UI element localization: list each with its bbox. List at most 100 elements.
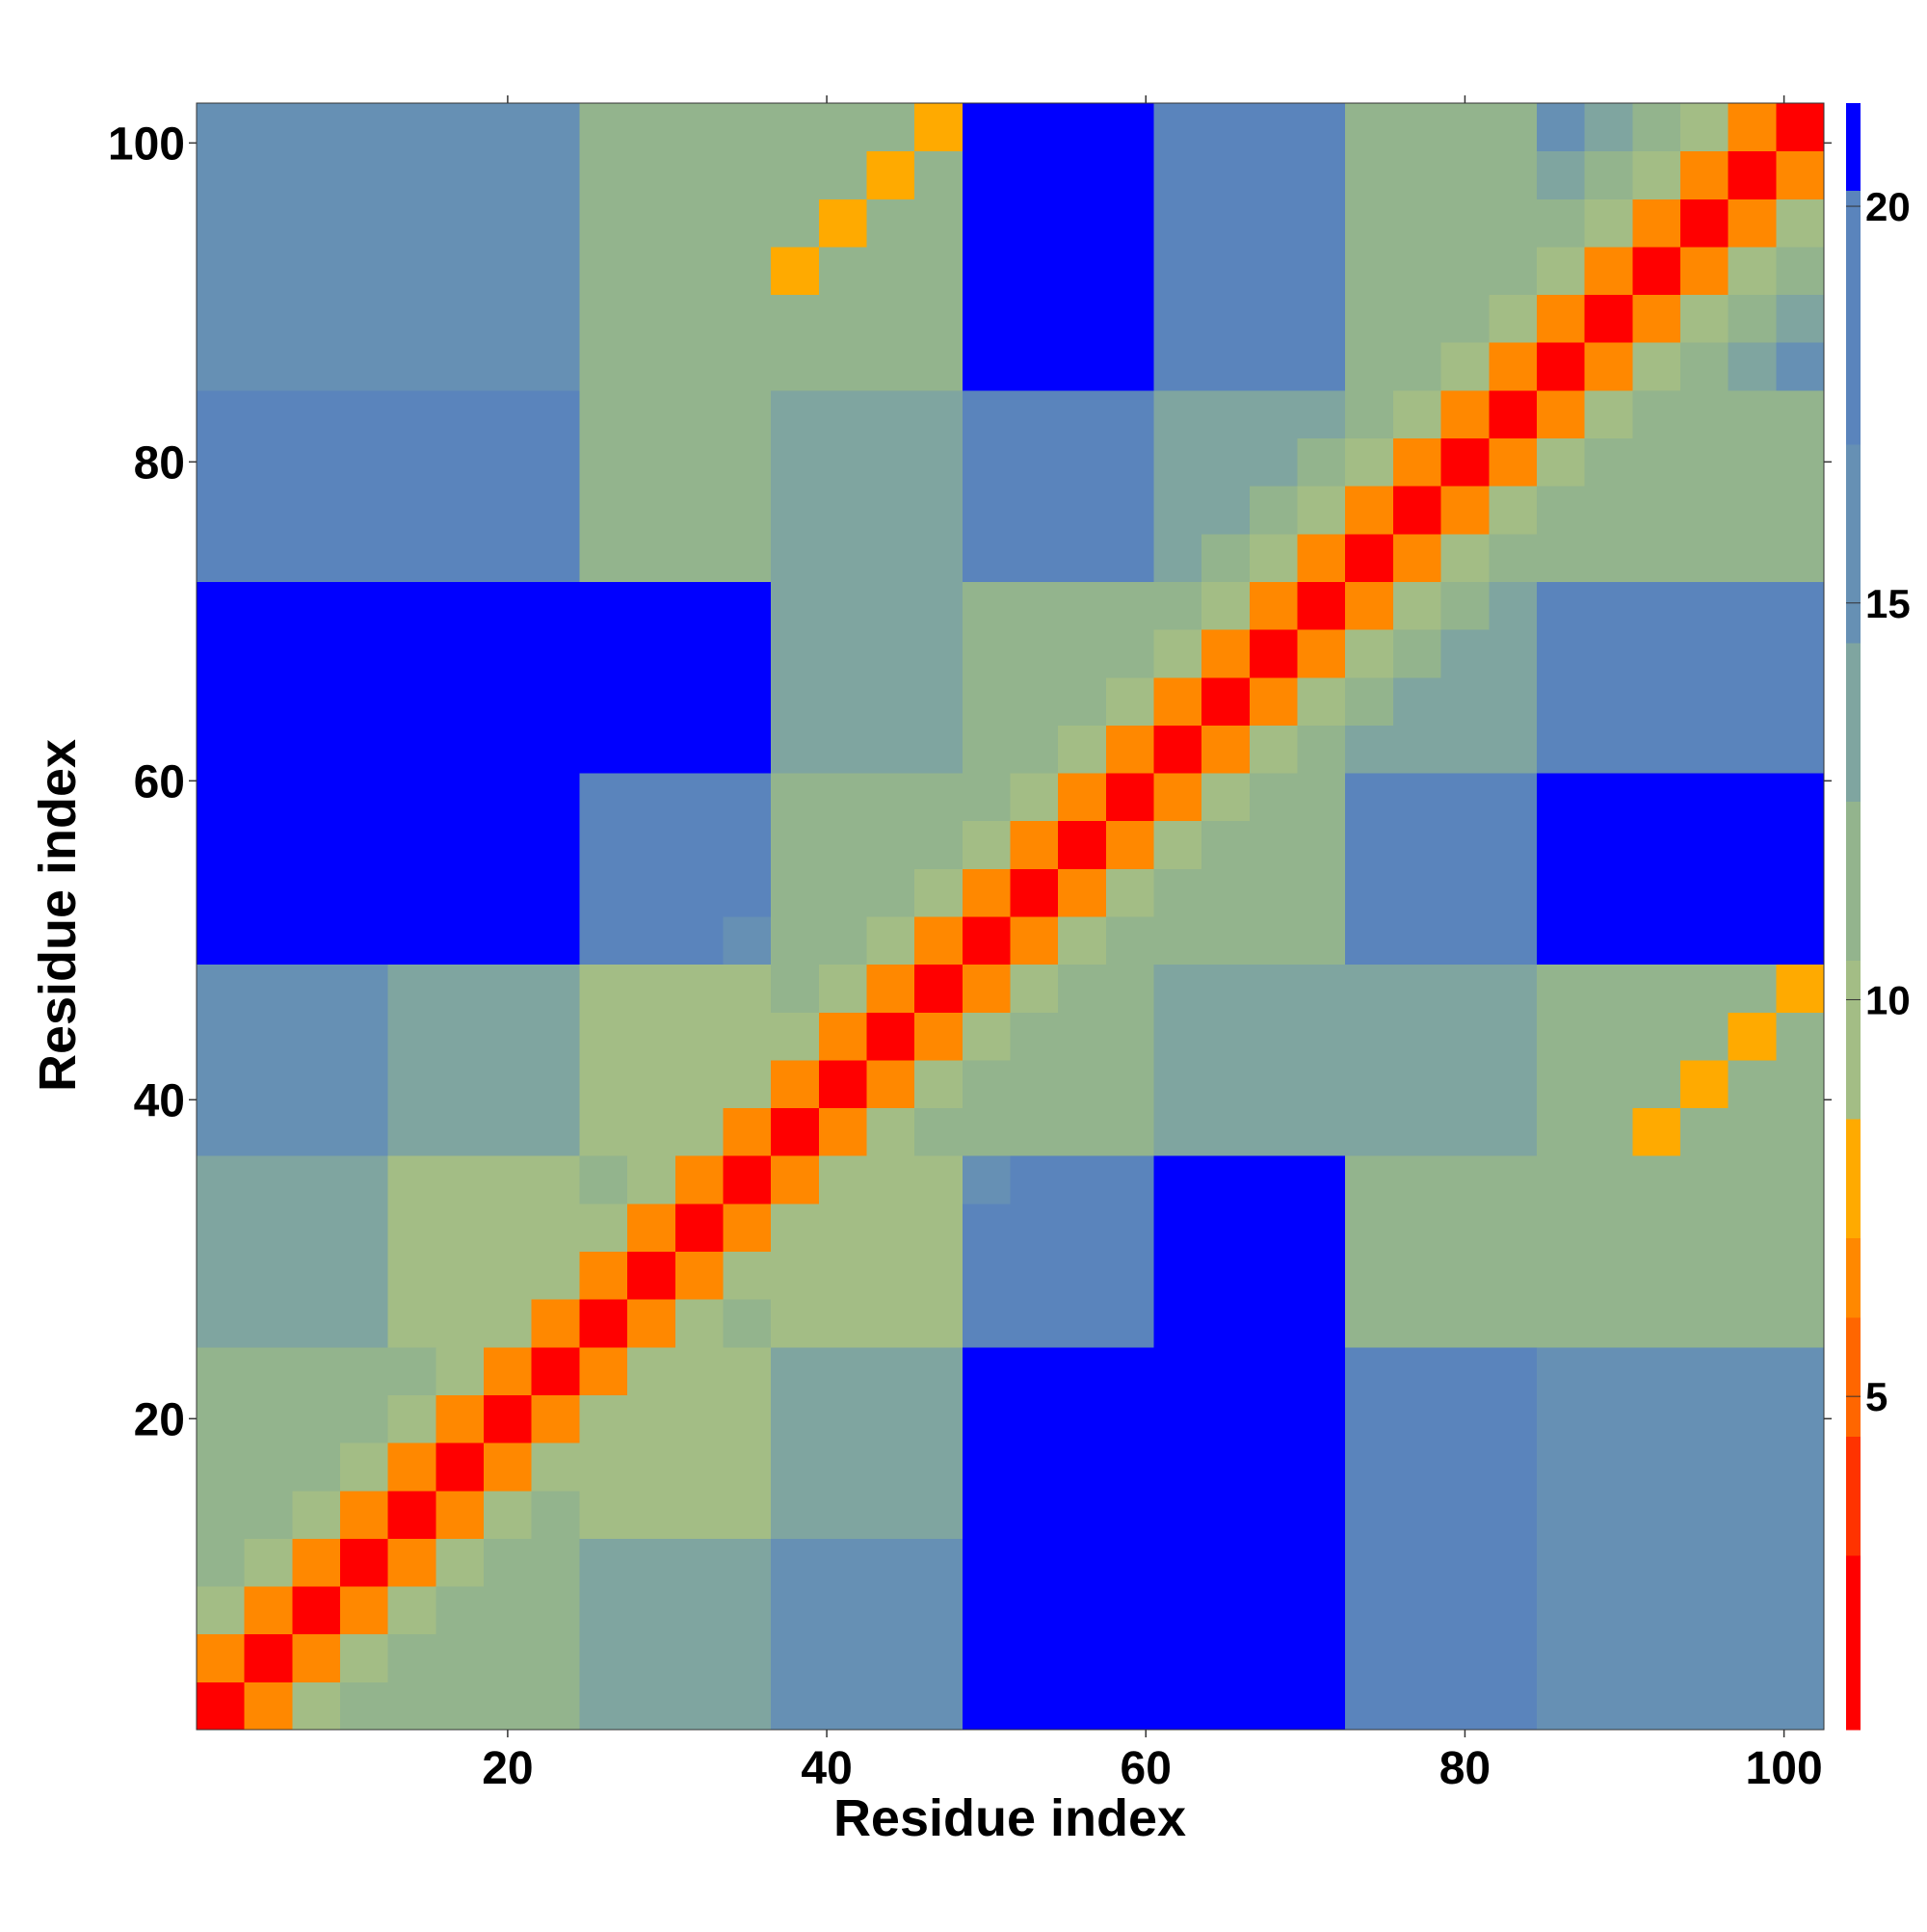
- colorbar-segment: [1846, 1316, 1861, 1437]
- heatmap-cell: [579, 964, 628, 1013]
- heatmap-cell: [1010, 1155, 1059, 1204]
- heatmap-cell: [627, 246, 676, 296]
- heatmap-cell: [436, 437, 485, 487]
- heatmap-cell: [1249, 1203, 1299, 1253]
- heatmap-cell: [197, 342, 246, 391]
- heatmap-cell: [914, 294, 964, 343]
- heatmap-cell: [531, 725, 580, 774]
- heatmap-cell: [1728, 1394, 1777, 1443]
- heatmap-cell: [818, 1346, 867, 1395]
- heatmap-cell: [1153, 103, 1202, 152]
- heatmap-cell: [962, 533, 1011, 582]
- heatmap-cell: [1536, 150, 1586, 199]
- heatmap-cell: [1489, 629, 1538, 678]
- heatmap-cell: [244, 342, 293, 391]
- heatmap-cell: [627, 868, 676, 917]
- heatmap-cell: [723, 964, 772, 1013]
- heatmap-cell: [1728, 533, 1777, 582]
- heatmap-cell: [387, 389, 436, 439]
- heatmap-cell: [866, 581, 915, 630]
- heatmap-cell: [531, 1299, 580, 1348]
- heatmap-cell: [1728, 437, 1777, 487]
- heatmap-cell: [962, 1203, 1011, 1253]
- heatmap-cell: [531, 1203, 580, 1253]
- heatmap-cell: [1536, 437, 1586, 487]
- heatmap-cell: [1392, 1442, 1442, 1492]
- heatmap-cell: [579, 486, 628, 535]
- heatmap-cell: [1536, 676, 1586, 726]
- heatmap-cell: [1345, 437, 1394, 487]
- heatmap-cell: [197, 1681, 246, 1731]
- heatmap-cell: [723, 1490, 772, 1539]
- heatmap-cell: [962, 1012, 1011, 1061]
- heatmap-cell: [1249, 964, 1299, 1013]
- x-tick-label: 40: [801, 1743, 852, 1794]
- heatmap-cell: [484, 1681, 533, 1731]
- heatmap-cell: [723, 1012, 772, 1061]
- heatmap-cell: [1632, 294, 1681, 343]
- heatmap-cell: [244, 773, 293, 822]
- heatmap-cell: [1536, 1586, 1586, 1635]
- heatmap-cell: [962, 150, 1011, 199]
- heatmap-cell: [914, 964, 964, 1013]
- heatmap-cell: [962, 1394, 1011, 1443]
- heatmap-cell: [723, 916, 772, 966]
- heatmap-cell: [1297, 150, 1346, 199]
- heatmap-cell: [1679, 773, 1729, 822]
- heatmap-cell: [436, 1155, 485, 1204]
- heatmap-cell: [1679, 486, 1729, 535]
- heatmap-cell: [1392, 1394, 1442, 1443]
- heatmap-cell: [1489, 725, 1538, 774]
- heatmap-cell: [723, 1155, 772, 1204]
- heatmap-cell: [1297, 868, 1346, 917]
- heatmap-cell: [197, 629, 246, 678]
- heatmap-cell: [1584, 629, 1633, 678]
- heatmap-cell: [340, 868, 389, 917]
- heatmap-cell: [1440, 1394, 1490, 1443]
- heatmap-cell: [627, 1346, 676, 1395]
- heatmap-cell: [1489, 1059, 1538, 1109]
- heatmap-cell: [1728, 1490, 1777, 1539]
- heatmap-cell: [1297, 1586, 1346, 1635]
- heatmap-cell: [197, 1586, 246, 1635]
- heatmap-cell: [1345, 1538, 1394, 1587]
- heatmap-cell: [866, 1107, 915, 1156]
- heatmap-cell: [244, 1299, 293, 1348]
- heatmap-cell: [627, 1059, 676, 1109]
- heatmap-cell: [1489, 533, 1538, 582]
- heatmap-cell: [1489, 1012, 1538, 1061]
- heatmap-cell: [436, 1681, 485, 1731]
- heatmap-cell: [674, 820, 724, 869]
- heatmap-cell: [1776, 676, 1825, 726]
- heatmap-cell: [1297, 676, 1346, 726]
- heatmap-cell: [579, 1490, 628, 1539]
- colorbar-segment: [1846, 1237, 1861, 1318]
- heatmap-cell: [818, 773, 867, 822]
- heatmap-cell: [674, 964, 724, 1013]
- heatmap-cell: [340, 1155, 389, 1204]
- heatmap-cell: [1776, 1681, 1825, 1731]
- heatmap-cell: [1010, 342, 1059, 391]
- heatmap-cell: [292, 1251, 341, 1300]
- heatmap-cell: [1728, 1538, 1777, 1587]
- heatmap-cell: [1153, 1155, 1202, 1204]
- heatmap-cell: [1728, 581, 1777, 630]
- heatmap-cell: [197, 725, 246, 774]
- heatmap-cell: [1679, 1155, 1729, 1204]
- heatmap-cell: [1249, 1633, 1299, 1682]
- heatmap-cell: [962, 1538, 1011, 1587]
- heatmap-cell: [1440, 916, 1490, 966]
- heatmap-cell: [197, 1059, 246, 1109]
- heatmap-cell: [1392, 1155, 1442, 1204]
- heatmap-cell: [1584, 1394, 1633, 1443]
- heatmap-cell: [1440, 676, 1490, 726]
- heatmap-cell: [1249, 1059, 1299, 1109]
- heatmap-cell: [1392, 1633, 1442, 1682]
- heatmap-cell: [1632, 246, 1681, 296]
- heatmap-cell: [340, 676, 389, 726]
- heatmap-cell: [1201, 1681, 1251, 1731]
- heatmap-cell: [292, 1681, 341, 1731]
- heatmap-cell: [1679, 246, 1729, 296]
- heatmap-cell: [1201, 820, 1251, 869]
- heatmap-cell: [484, 773, 533, 822]
